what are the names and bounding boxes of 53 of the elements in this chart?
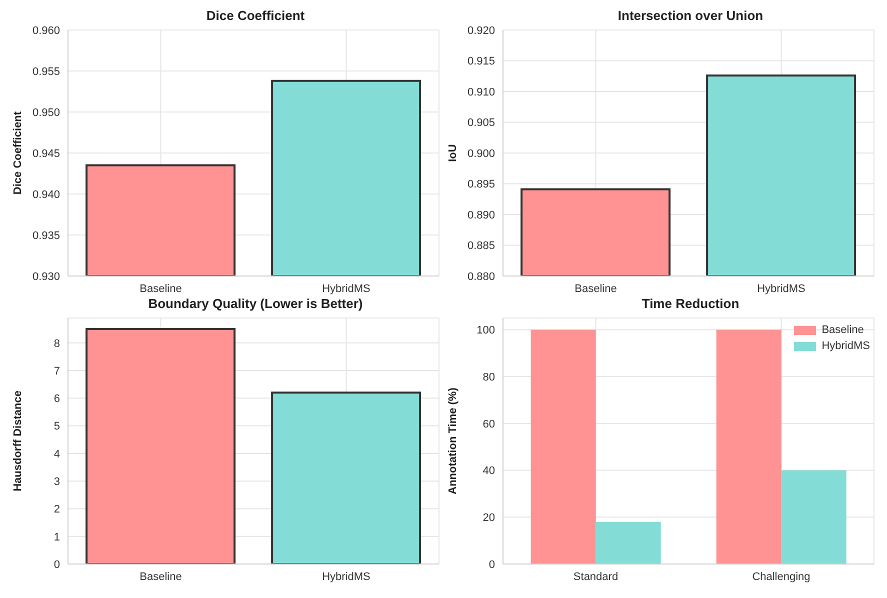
y-tick-label: 100 — [476, 324, 495, 337]
y-tick-label: 0.910 — [467, 86, 495, 98]
chart-title: Boundary Quality (Lower is Better) — [147, 296, 364, 313]
x-tick-label: HybridMS — [757, 282, 806, 295]
y-tick-label: 4 — [54, 448, 60, 460]
y-tick-label: 0.945 — [32, 148, 60, 160]
x-tick-label: HybridMS — [322, 282, 370, 295]
y-tick-label: 20 — [482, 512, 495, 524]
y-axis-title: Dice Coefficient — [12, 111, 24, 195]
legend-label: Baseline — [822, 324, 864, 336]
chart-title: Dice Coefficient — [205, 8, 306, 25]
y-tick-label: 0.895 — [467, 178, 495, 191]
x-tick-label: Baseline — [574, 282, 617, 295]
chart-title: Intersection over Union — [616, 8, 764, 25]
bar — [716, 330, 782, 564]
y-tick-label: 0.930 — [32, 270, 60, 283]
y-tick-label: 0.905 — [467, 117, 495, 130]
y-tick-label: 0.955 — [32, 66, 60, 78]
y-tick-label: 2 — [54, 504, 60, 516]
bar — [781, 470, 846, 564]
y-tick-label: 0 — [54, 558, 60, 571]
y-tick-label: 8 — [54, 338, 60, 350]
bar — [596, 522, 661, 564]
y-tick-label: 0.890 — [467, 209, 495, 222]
x-tick-label: Challenging — [752, 570, 810, 583]
y-tick-label: 5 — [54, 420, 60, 433]
y-tick-label: 3 — [54, 476, 60, 488]
x-tick-label: Baseline — [140, 282, 182, 295]
y-tick-label: 0.880 — [467, 270, 495, 283]
y-tick-label: 0.920 — [467, 24, 495, 37]
chart-title: Time Reduction — [640, 296, 740, 313]
y-axis-title: Hausdorff Distance — [12, 390, 24, 492]
y-tick-label: 0.885 — [467, 240, 495, 252]
y-tick-label: 7 — [54, 365, 60, 378]
y-tick-label: 0.940 — [32, 188, 60, 201]
y-tick-label: 0.960 — [32, 24, 60, 37]
y-tick-label: 0.935 — [32, 230, 60, 242]
y-tick-label: 6 — [54, 393, 60, 406]
y-tick-label: 60 — [482, 418, 495, 430]
y-axis-title: IoU — [446, 144, 459, 162]
x-tick-label: HybridMS — [322, 570, 370, 583]
y-tick-label: 0 — [488, 558, 495, 571]
x-tick-label: Baseline — [140, 570, 182, 583]
y-tick-label: 0.900 — [467, 148, 495, 160]
y-tick-label: 0.950 — [32, 106, 60, 119]
y-tick-label: 40 — [482, 465, 495, 478]
bar — [530, 330, 596, 564]
x-tick-label: Standard — [573, 570, 618, 583]
y-tick-label: 80 — [482, 371, 495, 384]
y-axis-title: Annotation Time (%) — [446, 387, 459, 494]
legend-label: HybridMS — [822, 340, 870, 352]
y-tick-label: 1 — [54, 531, 60, 544]
y-tick-label: 0.915 — [467, 56, 495, 68]
